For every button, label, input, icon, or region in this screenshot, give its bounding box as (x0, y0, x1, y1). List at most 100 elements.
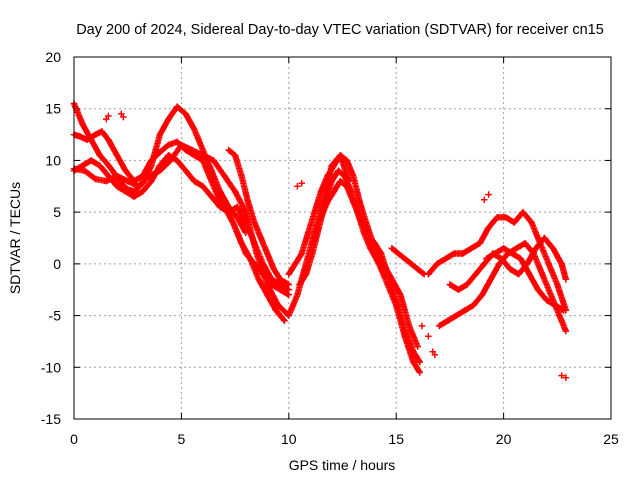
series-track-9 (311, 177, 424, 366)
data-point (298, 250, 305, 257)
data-point (103, 159, 110, 166)
data-point (335, 167, 342, 174)
data-point (304, 229, 312, 237)
data-point (463, 281, 471, 288)
data-point (309, 250, 316, 257)
data-point (231, 152, 239, 159)
data-point (356, 214, 363, 221)
data-points (70, 100, 570, 381)
data-point (221, 172, 228, 180)
data-point (388, 245, 396, 252)
data-point (455, 286, 462, 293)
data-point (294, 183, 301, 190)
data-point (77, 133, 84, 140)
data-point (311, 229, 318, 237)
data-point (395, 250, 402, 257)
data-point (444, 317, 451, 324)
data-point (356, 198, 363, 205)
data-point (139, 172, 146, 180)
data-point (221, 203, 228, 211)
data-point (418, 322, 426, 330)
data-point (562, 327, 570, 335)
data-point (337, 177, 344, 185)
data-point (173, 103, 181, 110)
data-point (268, 276, 275, 283)
data-point (328, 177, 335, 185)
gridlines (74, 57, 611, 419)
data-point (330, 162, 338, 169)
data-point (113, 152, 121, 159)
data-point (210, 157, 217, 164)
data-point (498, 255, 505, 262)
data-point (337, 152, 344, 159)
data-point (442, 255, 449, 262)
data-point (496, 260, 503, 268)
data-point (120, 113, 127, 121)
data-point (397, 312, 404, 319)
data-point (317, 188, 325, 195)
data-point (264, 281, 271, 288)
data-point (483, 255, 490, 262)
data-point (446, 281, 454, 288)
data-point (562, 276, 570, 283)
data-point (225, 146, 232, 154)
data-point (212, 183, 219, 190)
data-point (532, 245, 540, 252)
y-tick-label: 20 (45, 49, 61, 65)
data-point (83, 136, 91, 143)
data-point (410, 358, 417, 366)
data-point (122, 167, 129, 174)
data-point (470, 302, 477, 309)
data-point (513, 245, 520, 252)
data-point (539, 271, 546, 278)
data-point (506, 265, 514, 273)
data-point (414, 265, 421, 273)
data-point (562, 374, 570, 381)
data-point (178, 141, 185, 149)
data-point (109, 167, 116, 174)
data-point (277, 276, 284, 283)
series-markers (311, 177, 423, 366)
data-point (79, 121, 86, 128)
data-point (130, 193, 138, 200)
data-point (534, 286, 542, 293)
data-point (113, 183, 121, 190)
data-point (238, 239, 245, 247)
data-point (547, 291, 555, 299)
data-point (122, 188, 129, 195)
data-point (231, 188, 239, 195)
data-point (264, 250, 271, 257)
data-point (343, 183, 350, 190)
data-point (556, 312, 563, 319)
data-point (251, 219, 258, 226)
data-point (508, 250, 516, 257)
data-point (543, 296, 550, 304)
series-track-15 (71, 103, 570, 381)
data-point (435, 322, 443, 330)
data-point (113, 172, 121, 180)
data-point (244, 198, 252, 205)
data-point (156, 167, 164, 174)
data-point (92, 131, 99, 138)
data-point (517, 255, 524, 262)
data-point (173, 157, 181, 164)
data-point (167, 157, 174, 164)
data-point (324, 198, 331, 205)
data-point (341, 172, 348, 180)
data-point (371, 239, 378, 247)
data-point (545, 260, 552, 268)
data-point (238, 172, 245, 180)
data-point (272, 307, 280, 314)
data-point (234, 203, 241, 211)
x-tick-label: 5 (178, 431, 186, 447)
data-point (526, 271, 533, 278)
data-point (71, 103, 79, 110)
data-point (285, 312, 292, 319)
data-point (182, 167, 189, 174)
data-point (487, 276, 494, 283)
data-point (416, 369, 424, 376)
data-point (485, 224, 492, 231)
data-point (105, 112, 112, 120)
data-point (403, 333, 411, 340)
